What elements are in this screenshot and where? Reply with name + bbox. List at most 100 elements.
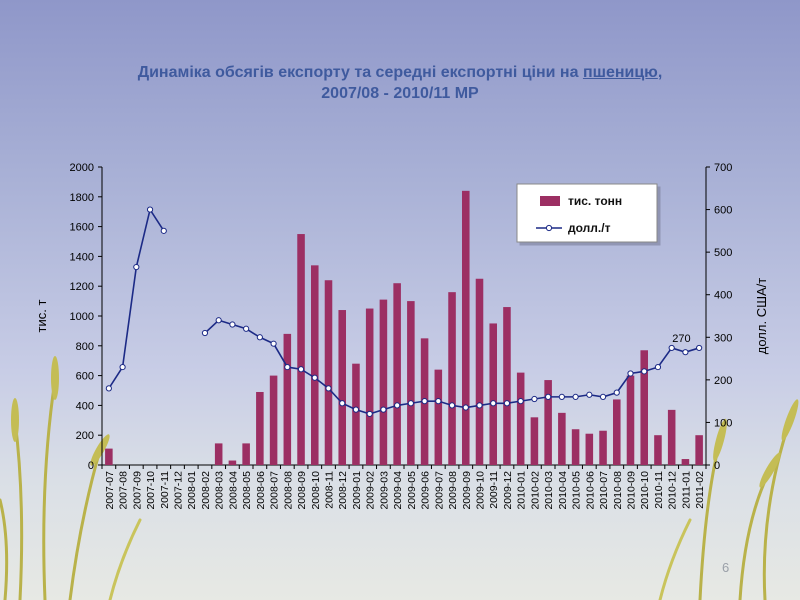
price-point xyxy=(654,363,662,371)
x-tick-label: 2010-05 xyxy=(571,471,583,510)
title-comma: , xyxy=(657,64,663,81)
x-tick-label: 2008-02 xyxy=(200,471,212,510)
y2-tick-label: 0 xyxy=(714,460,720,472)
wheat-decoration-left xyxy=(0,378,142,600)
bar xyxy=(475,278,484,465)
y-tick-label: 800 xyxy=(76,341,94,353)
bar xyxy=(448,292,456,465)
y2-tick-label: 500 xyxy=(714,247,732,259)
legend-label-price: долл./т xyxy=(568,221,611,235)
legend-marker-price xyxy=(545,224,553,232)
price-point xyxy=(243,325,250,332)
x-tick-label: 2010-07 xyxy=(598,471,610,510)
title-text: Динаміка обсягів експорту та середні екс… xyxy=(137,64,583,81)
price-point xyxy=(297,366,305,373)
bar xyxy=(503,307,511,465)
bar xyxy=(461,190,470,465)
legend-items: тис. тонн долл./т xyxy=(536,194,622,235)
legend-label-bars: тис. тонн xyxy=(568,194,622,208)
bar xyxy=(256,391,264,465)
x-tick-label: 2009-09 xyxy=(461,471,473,510)
price-point xyxy=(682,349,689,356)
legend-swatch-bars xyxy=(540,196,560,206)
y2-axis-title: долл. США/т xyxy=(754,278,769,355)
bar xyxy=(407,301,415,465)
x-tick-label: 2008-06 xyxy=(255,471,267,510)
price-point xyxy=(160,227,167,234)
price-point xyxy=(476,402,483,409)
price-point xyxy=(421,398,428,405)
wheat-heads-left xyxy=(11,356,110,466)
bar xyxy=(626,375,635,465)
bar xyxy=(269,375,278,465)
bar xyxy=(297,234,305,465)
x-tick-label: 2007-11 xyxy=(159,471,171,509)
y-tick-label: 600 xyxy=(76,371,94,383)
x-tick-label: 2010-03 xyxy=(543,471,555,510)
y2-tick-label: 700 xyxy=(714,162,732,174)
bar xyxy=(612,399,621,465)
bar xyxy=(489,323,498,465)
bar xyxy=(667,409,676,465)
x-tick-label: 2009-08 xyxy=(447,471,459,510)
price-point xyxy=(545,393,552,400)
price-point xyxy=(586,391,593,398)
x-tick-label: 2009-11 xyxy=(488,471,500,509)
axis-labels: 0 200 400 600 800 1000 1200 1400 1600 1800 2000 0 10… xyxy=(34,162,769,510)
y-tick-label: 1600 xyxy=(70,222,94,234)
title-period: 2007/08 - 2010/11 МР xyxy=(321,85,479,102)
x-tick-label: 2010-06 xyxy=(584,471,596,510)
bar xyxy=(365,308,374,465)
bar xyxy=(558,412,566,465)
slide-title: Динаміка обсягів експорту та середні екс… xyxy=(40,62,760,104)
x-tick-label: 2009-10 xyxy=(475,471,487,510)
y-tick-label: 2000 xyxy=(70,162,94,174)
price-point xyxy=(613,389,620,396)
price-point xyxy=(105,385,112,392)
price-point xyxy=(517,398,524,405)
price-point xyxy=(394,402,401,409)
bar xyxy=(571,429,580,465)
price-point xyxy=(215,317,222,324)
legend xyxy=(516,183,658,243)
x-tick-label: 2011-01 xyxy=(680,471,692,509)
page-number: 6 xyxy=(722,560,730,575)
x-tick-label: 2008-10 xyxy=(310,471,322,510)
price-point xyxy=(641,368,648,375)
price-point xyxy=(256,334,263,341)
price-point xyxy=(696,344,703,352)
x-tick-label: 2009-02 xyxy=(365,471,377,510)
x-tick-label: 2010-11 xyxy=(653,471,665,509)
bar xyxy=(214,443,223,465)
bar xyxy=(434,369,443,465)
title-link-wheat[interactable]: пшеницю xyxy=(582,64,658,81)
price-point xyxy=(490,400,497,407)
x-tick-label: 2008-05 xyxy=(241,471,253,510)
x-tick-label: 2007-07 xyxy=(104,471,116,510)
bar xyxy=(681,459,690,465)
x-tick-label: 2007-12 xyxy=(173,471,185,510)
line-series xyxy=(105,206,703,418)
x-tick-label: 2009-12 xyxy=(502,471,514,510)
chart-axes xyxy=(98,166,710,469)
x-tick-label: 2010-08 xyxy=(612,471,624,510)
bar xyxy=(585,433,594,465)
y2-tick-label: 100 xyxy=(714,417,732,429)
bar xyxy=(530,417,539,465)
x-tick-label: 2007-08 xyxy=(118,471,130,510)
price-point xyxy=(229,321,236,328)
price-point xyxy=(146,206,154,213)
x-tick-label: 2007-09 xyxy=(131,471,143,510)
y-tick-label: 200 xyxy=(76,430,94,442)
price-point xyxy=(380,406,387,413)
price-point xyxy=(599,393,607,400)
y-tick-label: 1200 xyxy=(70,281,94,293)
y-tick-label: 0 xyxy=(88,460,94,472)
x-tick-label: 2009-05 xyxy=(406,471,418,510)
price-point xyxy=(503,400,511,407)
bar xyxy=(599,430,607,465)
bar xyxy=(242,443,250,465)
x-tick-label: 2009-01 xyxy=(351,471,363,510)
price-point xyxy=(366,410,373,418)
bar xyxy=(324,280,333,465)
